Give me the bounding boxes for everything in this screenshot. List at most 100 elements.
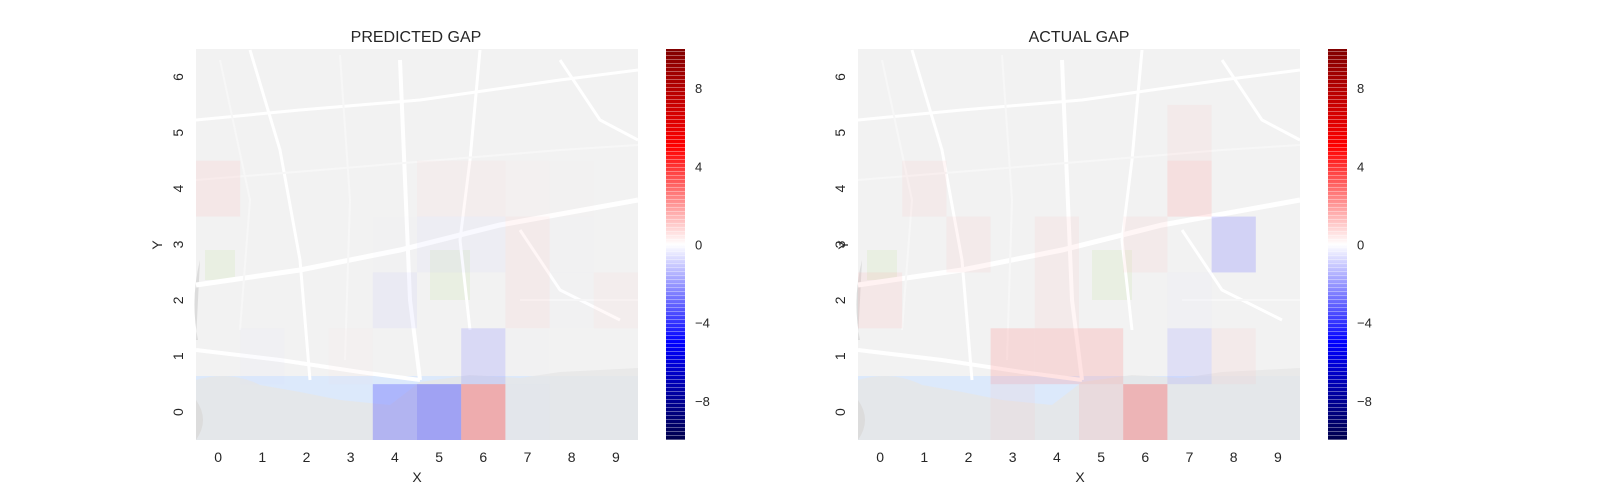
heatmap-cell: [461, 160, 506, 217]
x-tick-label: 2: [303, 449, 311, 465]
heatmap-cell: [461, 272, 505, 328]
heatmap-cell: [1167, 384, 1211, 440]
x-axis-label: X: [1075, 469, 1085, 485]
heatmap-cell: [284, 49, 328, 105]
heatmap-cell: [990, 384, 1035, 440]
heatmap-cell: [240, 328, 285, 385]
heatmap-cell: [1035, 49, 1079, 105]
predicted-gap-panel: PREDICTED GAP 0 1 2 3 4 5 6 7 8 9 0 1 2 3 4 5 6 X Y: [149, 29, 710, 485]
x-tick-label: 0: [214, 449, 222, 465]
heatmap-cell: [373, 328, 417, 384]
x-tick-label: 5: [1097, 449, 1105, 465]
heatmap-cell: [550, 105, 594, 161]
y-tick-label: 2: [170, 296, 186, 304]
heatmap-cell: [1079, 161, 1123, 217]
map-background: [856, 49, 1301, 440]
y-tick-label: 3: [832, 240, 848, 248]
heatmap-cell: [240, 49, 284, 105]
heatmap-cell: [461, 105, 505, 161]
colorbar-tick-label: 8: [1357, 81, 1364, 96]
y-axis-label: Y: [149, 240, 165, 250]
heatmap-cell: [196, 272, 240, 328]
x-tick-label: 4: [391, 449, 399, 465]
heatmap-cell: [240, 272, 284, 328]
heatmap-cell: [1212, 49, 1256, 105]
heatmap-cell: [505, 328, 550, 385]
heatmap-cell: [902, 217, 946, 273]
x-tick-label: 8: [1230, 449, 1238, 465]
heatmap-cell: [417, 216, 462, 273]
heatmap-cell: [505, 49, 549, 105]
colorbar-tick-label: 4: [1357, 159, 1364, 174]
heatmap-cell: [990, 328, 1035, 385]
x-tick-label: 9: [612, 449, 620, 465]
heatmap-cell: [902, 49, 946, 105]
heatmap-cell: [1256, 161, 1300, 217]
heatmap-cell: [1123, 49, 1167, 105]
colorbar-tick-label: −4: [695, 316, 710, 331]
heatmap-cell: [1079, 328, 1124, 385]
heatmap-cell: [858, 328, 902, 384]
heatmap-cell: [1123, 105, 1167, 161]
heatmap-cells: [196, 49, 638, 440]
heatmap-cell: [550, 49, 594, 105]
heatmap-cell: [991, 161, 1035, 217]
heatmap-cell: [1079, 272, 1123, 328]
x-tick-label: 6: [1141, 449, 1149, 465]
heatmap-cell: [329, 272, 373, 328]
heatmap-cell: [329, 161, 373, 217]
x-tick-label: 7: [524, 449, 532, 465]
heatmap-cell: [549, 160, 594, 217]
heatmap-cell: [329, 217, 373, 273]
heatmap-cell: [594, 328, 638, 384]
x-tick-label: 1: [920, 449, 928, 465]
y-tick-labels: 0 1 2 3 4 5 6: [832, 73, 848, 416]
x-tick-label: 1: [258, 449, 266, 465]
chart-title: ACTUAL GAP: [1029, 29, 1130, 46]
colorbar-tick-label: 0: [1357, 238, 1364, 253]
heatmap-cell: [991, 105, 1035, 161]
heatmap-cell: [1123, 328, 1167, 384]
heatmap-cell: [902, 328, 946, 384]
heatmap-cell: [461, 328, 506, 385]
heatmap-cell: [1167, 272, 1212, 329]
x-tick-label: 5: [435, 449, 443, 465]
x-tick-label: 6: [479, 449, 487, 465]
heatmap-cell: [858, 161, 902, 217]
colorbar-tick-label: 8: [695, 81, 702, 96]
heatmap-cell: [505, 384, 550, 440]
x-tick-label: 4: [1053, 449, 1061, 465]
y-tick-label: 4: [832, 185, 848, 193]
heatmap-cell: [1211, 328, 1256, 385]
heatmap-cell: [417, 49, 461, 105]
x-tick-label: 8: [568, 449, 576, 465]
heatmap-cell: [902, 384, 946, 440]
heatmap-cell: [196, 328, 240, 384]
heatmap-cell: [1167, 49, 1211, 105]
heatmap-cell: [1256, 49, 1300, 105]
heatmap-cell: [1079, 49, 1123, 105]
heatmap-cell: [1167, 160, 1212, 217]
heatmap-cell: [328, 328, 373, 385]
heatmap-cell: [946, 272, 990, 328]
heatmap-cell: [284, 105, 328, 161]
colorbar-tick-label: −4: [1357, 316, 1372, 331]
y-tick-label: 0: [170, 408, 186, 416]
heatmap-cell: [1034, 328, 1079, 385]
heatmap-cell: [1035, 105, 1079, 161]
heatmap-cell: [1034, 216, 1079, 273]
heatmap-cell: [417, 160, 462, 217]
heatmap-cell: [1035, 384, 1079, 440]
heatmap-cell: [858, 384, 902, 440]
heatmap-cell: [902, 272, 946, 328]
heatmap-cell: [240, 384, 284, 440]
y-tick-label: 0: [832, 408, 848, 416]
heatmap-cell: [417, 272, 461, 328]
x-tick-label: 3: [347, 449, 355, 465]
heatmap-cell: [902, 160, 947, 217]
colorbar-tick-label: −8: [1357, 394, 1372, 409]
heatmap-cell: [946, 49, 990, 105]
heatmap-cell: [417, 384, 462, 440]
y-tick-label: 6: [832, 73, 848, 81]
heatmap-cell: [1256, 217, 1300, 273]
